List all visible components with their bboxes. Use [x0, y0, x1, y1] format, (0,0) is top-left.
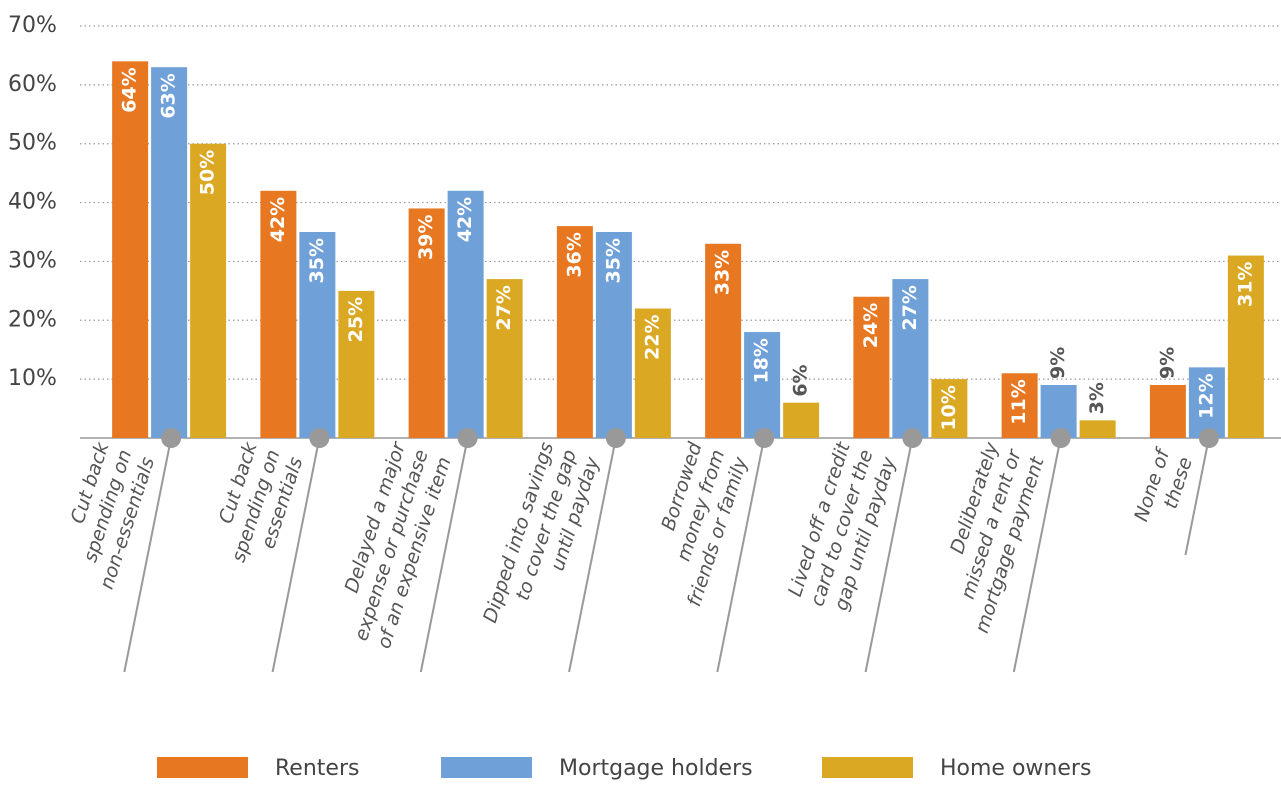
y-tick-label: 70% [8, 13, 57, 38]
bar [1149, 385, 1186, 438]
value-label: 11% [1008, 379, 1030, 424]
leader-line [271, 437, 321, 673]
bar [447, 190, 484, 438]
y-tick-label: 60% [8, 72, 57, 97]
value-label: 63% [158, 73, 180, 118]
bar [112, 61, 149, 439]
y-tick-label: 30% [8, 248, 57, 273]
leader-line [1012, 437, 1062, 673]
bar [260, 190, 297, 438]
bar [486, 279, 523, 438]
value-label: 31% [1234, 262, 1256, 307]
leader-dot [1050, 428, 1071, 448]
y-tick-label: 20% [8, 307, 57, 332]
bar [634, 308, 671, 438]
leader-dot [1198, 428, 1219, 448]
leader-dot [605, 428, 626, 448]
value-label: 36% [563, 232, 585, 277]
value-label: 33% [712, 250, 734, 295]
leader-dot [902, 428, 923, 448]
legend-swatch [441, 757, 532, 778]
leader-line [419, 437, 469, 673]
value-label: 42% [454, 197, 476, 242]
bar [783, 402, 820, 438]
bar [190, 143, 227, 438]
legend-label: Mortgage holders [559, 756, 753, 781]
bar [744, 332, 781, 438]
leader-dot [309, 428, 330, 448]
bar [853, 296, 890, 438]
legend-label: Home owners [940, 756, 1091, 781]
value-label: 12% [1195, 373, 1217, 418]
leader-dot [754, 428, 775, 448]
value-label: 42% [267, 197, 289, 242]
y-tick-label: 10% [8, 366, 57, 391]
bar [595, 232, 632, 438]
legend-label: Renters [275, 756, 359, 781]
value-label: 10% [938, 385, 960, 430]
value-label: 25% [345, 297, 367, 342]
bar [556, 226, 593, 438]
bar [1079, 420, 1116, 438]
bar [705, 243, 742, 438]
bar [1227, 255, 1264, 438]
value-label: 35% [306, 238, 328, 283]
value-label: 39% [415, 214, 437, 259]
value-label: 24% [860, 303, 882, 348]
y-tick-label: 40% [8, 190, 57, 215]
value-label: 35% [602, 238, 624, 283]
value-label: 22% [641, 315, 663, 360]
bar [892, 279, 929, 438]
value-label: 64% [119, 67, 141, 112]
value-label: 9% [1047, 347, 1069, 379]
bar [299, 232, 336, 438]
bar [408, 208, 445, 438]
bar [931, 379, 968, 438]
value-label: 50% [197, 150, 219, 195]
bar [1188, 367, 1225, 438]
leader-dot [457, 428, 478, 448]
legend-swatch [822, 757, 913, 778]
leader-line [568, 437, 617, 673]
bar [1001, 373, 1038, 438]
value-label: 18% [751, 338, 773, 383]
y-tick-label: 50% [8, 131, 57, 156]
leader-line [123, 437, 173, 673]
leader-line [864, 437, 914, 673]
value-label: 27% [493, 285, 515, 330]
value-label: 27% [899, 285, 921, 330]
bar [151, 67, 188, 438]
leader-dot [161, 428, 182, 448]
value-label: 3% [1086, 382, 1108, 414]
bar [338, 290, 375, 438]
leader-line [1184, 437, 1210, 556]
value-label: 9% [1156, 347, 1178, 379]
legend-swatch [157, 757, 248, 778]
value-label: 6% [790, 364, 812, 396]
leader-line [716, 437, 766, 673]
